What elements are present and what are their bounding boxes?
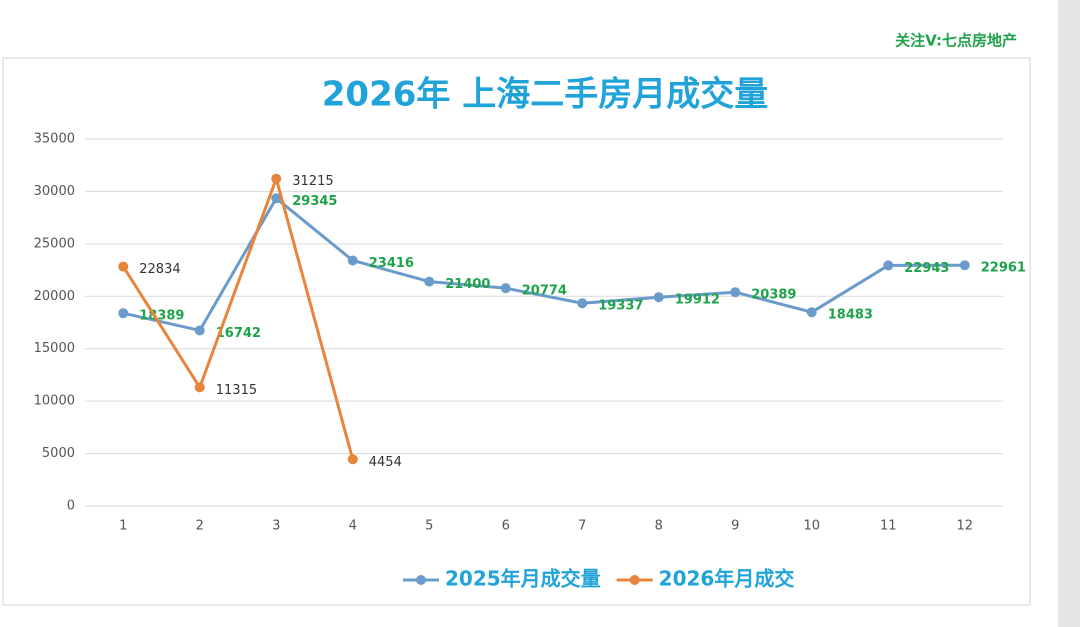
x-tick-label: 8 — [655, 519, 663, 534]
y-tick-label: 30000 — [34, 184, 75, 199]
legend-marker — [629, 575, 640, 585]
data-label: 23416 — [369, 256, 414, 271]
data-point — [118, 308, 129, 319]
legend-label: 2026年月成交 — [659, 567, 795, 591]
y-tick-label: 5000 — [42, 446, 75, 461]
y-tick-label: 35000 — [34, 132, 75, 147]
x-tick-label: 2 — [196, 519, 204, 534]
data-point — [271, 173, 282, 184]
data-label: 19912 — [675, 293, 720, 308]
data-point — [424, 276, 435, 287]
data-label: 16742 — [216, 326, 261, 341]
legend-label: 2025年月成交量 — [445, 567, 601, 591]
x-tick-label: 3 — [272, 519, 280, 534]
data-point — [194, 325, 205, 336]
data-point — [500, 283, 511, 294]
data-point — [883, 260, 894, 271]
data-point — [577, 298, 588, 309]
x-tick-label: 11 — [880, 519, 897, 534]
data-point — [118, 261, 129, 272]
x-tick-label: 1 — [119, 519, 127, 534]
data-label: 29345 — [292, 194, 337, 209]
y-tick-label: 15000 — [34, 341, 75, 356]
data-label: 19337 — [598, 299, 643, 314]
chart-frame — [2, 57, 1031, 606]
data-label: 18389 — [139, 309, 184, 324]
x-tick-label: 12 — [956, 519, 973, 534]
series-line — [121, 177, 355, 460]
data-point — [959, 260, 970, 271]
data-label: 22961 — [981, 261, 1026, 276]
data-label: 18483 — [828, 308, 873, 323]
x-tick-label: 5 — [425, 519, 433, 534]
y-tick-label: 20000 — [34, 289, 75, 304]
chart-title: 2026年 上海二手房月成交量 — [322, 75, 768, 115]
data-point — [730, 287, 741, 298]
data-point — [271, 193, 282, 204]
x-tick-label: 4 — [349, 519, 357, 534]
data-point — [653, 292, 664, 303]
data-point — [347, 255, 358, 266]
y-tick-label: 10000 — [34, 394, 75, 409]
data-label: 22943 — [904, 261, 949, 276]
watermark: 关注V:七点房地产 — [895, 32, 1017, 50]
series-line — [122, 196, 965, 332]
data-point — [806, 307, 817, 318]
y-tick-label: 25000 — [34, 236, 75, 251]
data-point — [347, 454, 358, 465]
data-point — [194, 382, 205, 393]
data-label: 31215 — [292, 174, 333, 189]
x-tick-label: 9 — [731, 519, 739, 534]
data-label: 22834 — [139, 262, 180, 277]
data-label: 21400 — [445, 277, 490, 292]
legend-marker — [416, 575, 426, 585]
scroll-strip — [1058, 0, 1080, 627]
data-label: 20774 — [522, 284, 567, 299]
x-tick-label: 10 — [803, 519, 820, 534]
data-label: 20389 — [751, 288, 796, 303]
x-tick-label: 6 — [502, 519, 510, 534]
data-label: 11315 — [216, 383, 257, 398]
x-tick-label: 7 — [578, 519, 586, 534]
data-label: 4454 — [369, 455, 402, 470]
y-tick-label: 0 — [67, 499, 75, 514]
